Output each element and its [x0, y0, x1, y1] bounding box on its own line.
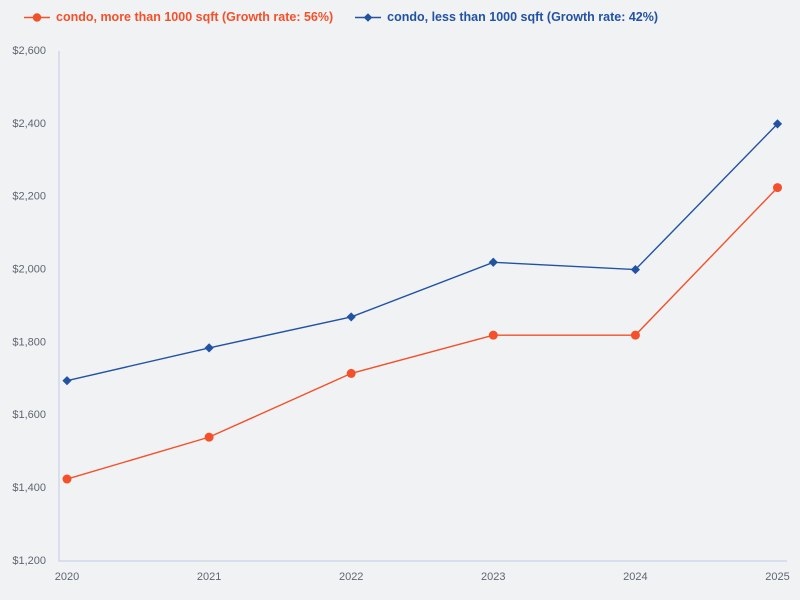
series-0-point-2020[interactable] [62, 474, 72, 484]
legend-item-condo-less-than-1000sqft[interactable]: condo, less than 1000 sqft (Growth rate:… [355, 10, 658, 24]
legend-item-condo-more-than-1000sqft[interactable]: condo, more than 1000 sqft (Growth rate:… [24, 10, 333, 24]
x-tick-label: 2021 [197, 571, 221, 583]
series-1-point-2023[interactable] [488, 257, 498, 267]
legend-label: condo, more than 1000 sqft (Growth rate:… [56, 10, 334, 24]
series-0-line [66, 187, 779, 480]
y-tick-label: $2,400 [12, 118, 46, 130]
y-tick-label: $2,600 [12, 45, 46, 57]
series-0-point-2025[interactable] [773, 183, 782, 193]
y-tick-label: $1,200 [12, 555, 46, 567]
x-tick-label: 2020 [55, 571, 79, 583]
series-0-point-2024[interactable] [630, 330, 640, 340]
series-1-point-2025[interactable] [772, 119, 783, 129]
series-1-point-2022[interactable] [346, 312, 356, 322]
series-1-point-2020[interactable] [62, 376, 72, 386]
y-tick-label: $2,000 [12, 263, 46, 275]
series-0-point-2023[interactable] [488, 330, 498, 340]
y-tick-label: $1,400 [12, 482, 46, 494]
y-tick-label: $1,600 [12, 409, 46, 421]
y-tick-label: $1,800 [12, 336, 46, 348]
x-tick-label: 2022 [339, 571, 363, 583]
x-tick-label: 2023 [481, 571, 505, 583]
series-1-line [66, 123, 779, 382]
y-tick-label: $2,200 [12, 191, 46, 203]
legend-circle-marker-icon [24, 12, 50, 23]
legend-diamond-marker-icon [355, 12, 382, 23]
series-0-point-2022[interactable] [346, 368, 356, 378]
series-1-point-2021[interactable] [204, 343, 214, 353]
legend-label: condo, less than 1000 sqft (Growth rate:… [387, 10, 659, 24]
x-tick-label: 2024 [623, 571, 647, 583]
axis-lines [58, 51, 787, 562]
x-tick-label: 2025 [765, 571, 789, 583]
series-1-point-2024[interactable] [630, 264, 640, 275]
chart-legend: condo, more than 1000 sqft (Growth rate:… [24, 8, 658, 26]
series-0-point-2021[interactable] [204, 432, 214, 442]
